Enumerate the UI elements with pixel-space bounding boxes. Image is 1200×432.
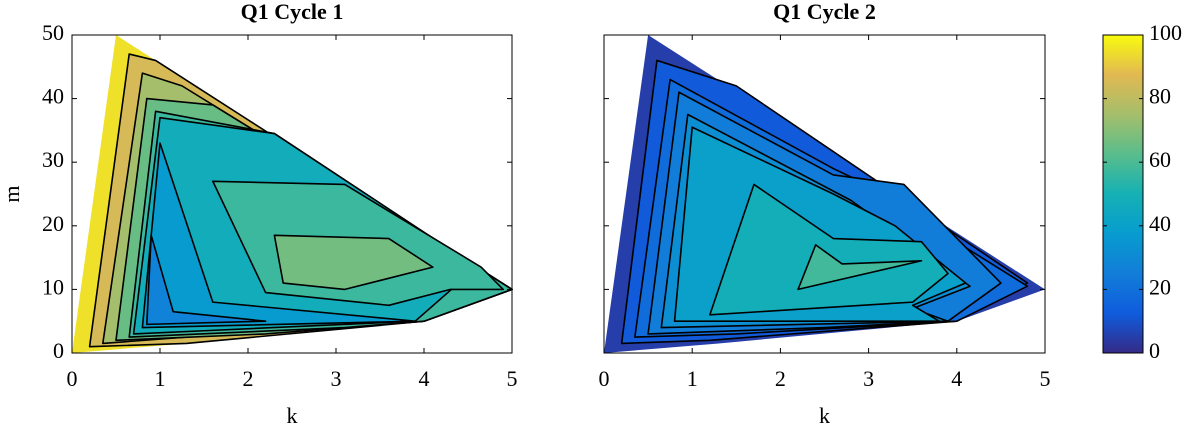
x-axis-label: k [287, 403, 298, 428]
y-tick-label: 30 [42, 147, 64, 172]
chart-title: Q1 Cycle 2 [773, 0, 876, 24]
axes-box [603, 34, 1046, 354]
axes-box [71, 34, 513, 354]
y-tick-label: 40 [42, 84, 64, 109]
colorbar-tick-label: 100 [1149, 20, 1182, 45]
contour-region [146, 234, 267, 326]
y-axis-label: m [0, 185, 24, 202]
x-tick-label: 4 [419, 366, 430, 391]
contour-region [797, 244, 923, 291]
x-tick-label: 1 [687, 366, 698, 391]
x-tick-label: 3 [331, 366, 342, 391]
colorbar-tick-label: 40 [1149, 211, 1171, 236]
y-tick-label: 0 [53, 338, 64, 363]
colorbar-tick-label: 60 [1149, 147, 1171, 172]
x-tick-label: 3 [863, 366, 874, 391]
x-tick-label: 4 [951, 366, 962, 391]
x-tick-label: 2 [775, 366, 786, 391]
colorbar-tick-label: 80 [1149, 84, 1171, 109]
contour-region [273, 234, 434, 291]
x-axis-label: k [819, 403, 830, 428]
colorbar-tick-label: 20 [1149, 274, 1171, 299]
x-tick-label: 5 [1040, 366, 1051, 391]
contour-region [709, 183, 949, 316]
x-tick-label: 5 [507, 366, 518, 391]
x-tick-label: 0 [599, 366, 610, 391]
colorbar [1102, 34, 1144, 354]
x-tick-label: 2 [243, 366, 254, 391]
colorbar-tick-label: 0 [1149, 338, 1160, 363]
y-tick-label: 20 [42, 211, 64, 236]
chart-title: Q1 Cycle 1 [241, 0, 344, 24]
x-tick-label: 0 [67, 366, 78, 391]
x-tick-label: 1 [155, 366, 166, 391]
y-tick-label: 10 [42, 274, 64, 299]
y-tick-label: 50 [42, 20, 64, 45]
